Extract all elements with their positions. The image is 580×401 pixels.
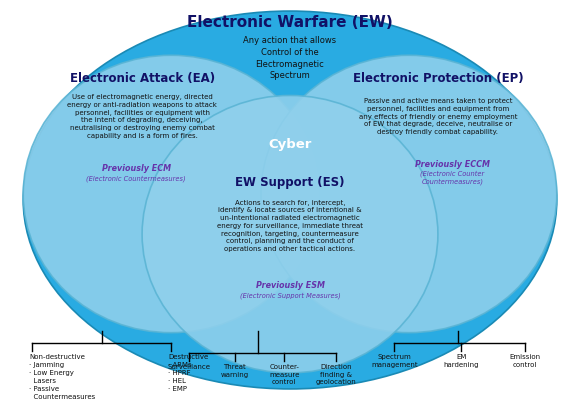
Text: EM
hardening: EM hardening (443, 353, 479, 367)
Text: EW Support (ES): EW Support (ES) (235, 176, 345, 189)
Text: Direction
finding &
geolocation: Direction finding & geolocation (316, 363, 357, 384)
Text: Electronic Warfare (EW): Electronic Warfare (EW) (187, 14, 393, 30)
Text: Counter-
measure
control: Counter- measure control (269, 363, 299, 384)
Text: Actions to search for, intercept,
identify & locate sources of intentional &
un-: Actions to search for, intercept, identi… (217, 199, 363, 251)
Text: Electronic Attack (EA): Electronic Attack (EA) (70, 72, 215, 85)
Text: Electronic Protection (EP): Electronic Protection (EP) (353, 72, 523, 85)
Text: Destructive
· ARMs
· HPRF
· HEL
· EMP: Destructive · ARMs · HPRF · HEL · EMP (168, 353, 208, 391)
Ellipse shape (142, 96, 438, 373)
Text: Cyber: Cyber (269, 138, 311, 151)
Text: Previously ESM: Previously ESM (256, 280, 324, 289)
Text: Previously ECM: Previously ECM (102, 164, 171, 173)
Text: Any action that allows
Control of the
Electromagnetic
Spectrum: Any action that allows Control of the El… (244, 36, 336, 80)
Text: Spectrum
management: Spectrum management (371, 353, 418, 367)
Text: Emission
control: Emission control (509, 353, 541, 367)
Text: (Electronic Countermeasures): (Electronic Countermeasures) (86, 175, 186, 182)
Text: Threat
warning: Threat warning (221, 363, 249, 377)
Ellipse shape (23, 12, 557, 389)
Text: Previously ECCM: Previously ECCM (415, 160, 490, 169)
Ellipse shape (261, 56, 557, 333)
Text: (Electronic Counter
Countermeasures): (Electronic Counter Countermeasures) (420, 170, 484, 184)
Text: (Electronic Support Measures): (Electronic Support Measures) (240, 292, 340, 298)
Text: Use of electromagnetic energy, directed
energy or anti-radiation weapons to atta: Use of electromagnetic energy, directed … (67, 94, 217, 139)
Text: Surveillance: Surveillance (167, 363, 210, 369)
Text: Non-destructive
· Jamming
· Low Energy
  Lasers
· Passive
  Countermeasures: Non-destructive · Jamming · Low Energy L… (29, 353, 95, 399)
Ellipse shape (23, 56, 319, 333)
Text: Passive and active means taken to protect
personnel, facilities and equipment fr: Passive and active means taken to protec… (358, 98, 517, 135)
